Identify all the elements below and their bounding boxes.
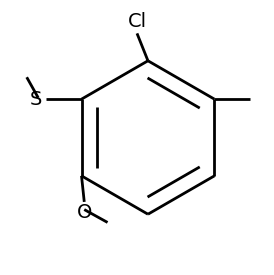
- Text: Cl: Cl: [127, 12, 147, 31]
- Text: O: O: [76, 203, 92, 222]
- Text: S: S: [29, 90, 42, 109]
